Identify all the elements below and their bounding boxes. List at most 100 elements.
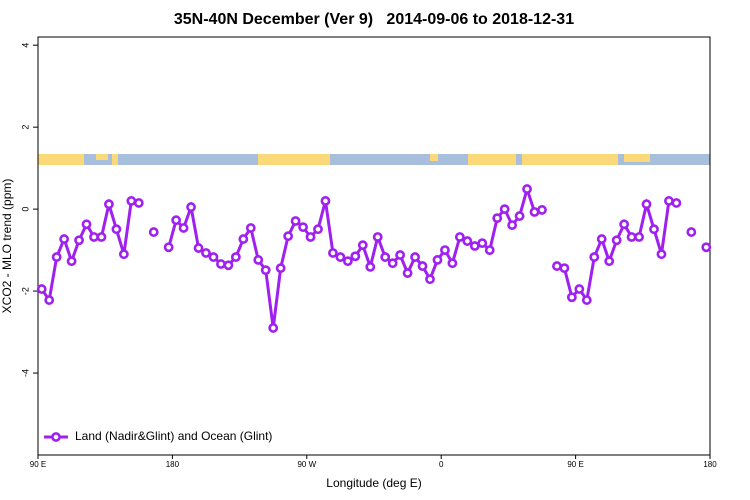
data-point [171, 215, 182, 226]
data-point [395, 250, 406, 260]
data-point [626, 232, 637, 242]
data-point [387, 258, 398, 269]
y-tick-label: 2 [20, 125, 30, 130]
data-point [410, 252, 420, 262]
data-point [335, 252, 346, 262]
data-point [634, 232, 644, 242]
data-point [104, 199, 114, 210]
data-point [417, 261, 428, 271]
data-point [537, 205, 547, 215]
y-tick-label: -2 [20, 287, 30, 295]
data-point [440, 245, 450, 255]
data-point [216, 259, 226, 269]
data-point [111, 224, 122, 235]
x-tick-label: 180 [703, 460, 717, 469]
data-point [36, 284, 47, 294]
data-point [372, 232, 383, 242]
data-point [342, 256, 353, 267]
x-tick-label: 0 [439, 460, 444, 469]
data-point [380, 252, 391, 262]
data-point [253, 255, 264, 265]
data-point [462, 236, 473, 246]
chart-title: 35N-40N December (Ver 9) 2014-09-06 to 2… [174, 11, 574, 28]
data-point [574, 284, 585, 294]
data-point [664, 196, 674, 206]
data-point [298, 222, 308, 233]
data-point [671, 198, 682, 208]
data-point [163, 242, 174, 253]
data-point [596, 234, 607, 244]
data-point [604, 256, 615, 267]
y-tick-label: -4 [20, 369, 30, 377]
data-point [522, 184, 532, 194]
data-point [238, 234, 249, 244]
data-point [223, 260, 234, 271]
data-point [193, 243, 204, 253]
x-tick-label: 90 W [297, 460, 316, 469]
y-tick-label: 4 [20, 43, 30, 48]
legend-label: Land (Nadir&Glint) and Ocean (Glint) [75, 429, 272, 443]
data-point [328, 248, 338, 258]
data-point [656, 249, 667, 260]
data-point [350, 251, 361, 262]
data-point [245, 223, 256, 233]
data-point [320, 196, 331, 206]
data-point [507, 220, 518, 230]
data-point [96, 232, 107, 242]
data-point [365, 261, 376, 272]
data-point [469, 241, 480, 251]
data-point [81, 219, 92, 230]
data-point [559, 263, 570, 274]
data-point [484, 245, 495, 255]
data-point [454, 232, 465, 242]
data-point [230, 252, 241, 262]
data-point [186, 202, 196, 212]
x-tick-label: 90 E [567, 460, 583, 469]
data-point [447, 258, 458, 269]
data-point [552, 261, 562, 271]
data-point [268, 323, 279, 333]
x-axis-label: Longitude (deg E) [326, 476, 421, 490]
land-ocean-strip [38, 154, 710, 165]
data-point [566, 292, 577, 303]
data-point [89, 232, 99, 242]
data-point [313, 224, 323, 235]
legend-marker [51, 432, 61, 442]
y-axis-label: XCO2 - MLO trend (ppm) [0, 179, 14, 314]
data-point [492, 213, 503, 224]
data-point [178, 223, 189, 233]
data-point [641, 199, 652, 210]
data-point [402, 268, 413, 278]
data-point [477, 238, 488, 249]
data-point [529, 207, 540, 217]
data-point [581, 295, 592, 305]
data-point [275, 263, 286, 274]
data-point [133, 198, 144, 208]
data-point [290, 216, 301, 226]
data-point [283, 231, 294, 242]
data-point [44, 295, 55, 305]
data-point [74, 235, 84, 246]
data-point [425, 274, 435, 285]
data-point [611, 235, 622, 246]
data-point [208, 252, 219, 262]
data-point [201, 248, 211, 258]
data-point [59, 234, 70, 244]
data-point [432, 255, 443, 265]
data-point [126, 196, 137, 206]
data-point [118, 249, 129, 260]
y-tick-label: 0 [20, 207, 30, 212]
data-point [649, 224, 659, 235]
data-point [619, 219, 630, 230]
data-point [701, 242, 712, 253]
data-point [148, 227, 159, 237]
data-point [357, 240, 368, 251]
data-point [260, 265, 271, 276]
data-point [589, 252, 600, 262]
x-tick-label: 90 E [30, 460, 46, 469]
x-tick-label: 180 [166, 460, 180, 469]
data-point [499, 204, 510, 215]
data-point [66, 256, 77, 267]
data-point [686, 227, 697, 237]
